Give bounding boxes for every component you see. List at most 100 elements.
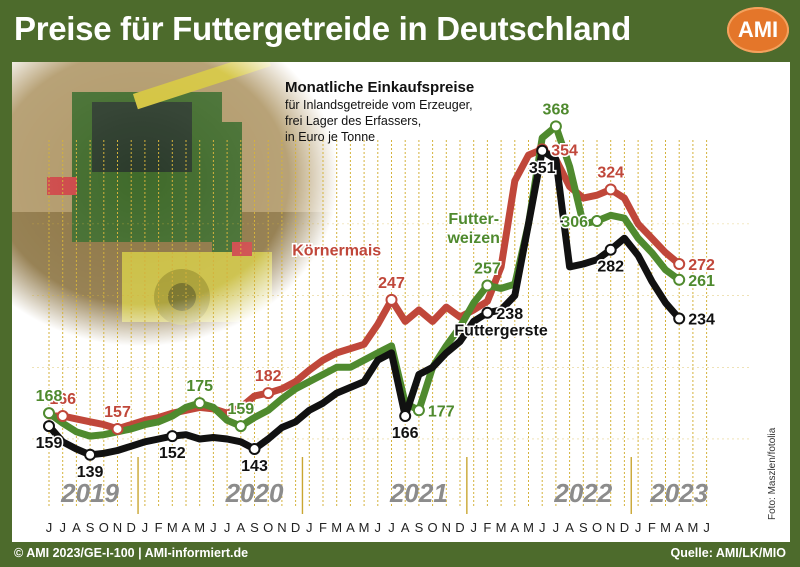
month-tick-24: J [375,520,382,535]
value-label-futterweizen-14: 159 [227,401,254,418]
marker-koernermais-5 [111,422,124,435]
line-futtergerste [45,147,683,459]
series-labels: Körnermais Futter-weizen Futtergerste [291,209,550,341]
value-label-futterweizen-0: 168 [36,388,63,405]
value-label-koernermais-1: 166 [49,391,76,408]
month-tick-35: M [523,520,534,535]
chart-subtitle-3: in Euro je Tonne [285,130,375,144]
series-label-futterweizen: Futter- [448,211,499,228]
marker-futterweizen-37 [549,120,562,133]
month-tick-4: O [99,520,109,535]
year-labels: 2019 2020 2021 2022 2023 [60,478,708,508]
year-label-2019: 2019 [60,478,119,508]
value-label-futterweizen-40: 306 [561,214,588,231]
series-label-koernermais: Körnermais [292,242,381,259]
chart-legend-text: Monatliche Einkaufspreise für Inlandsget… [285,79,474,144]
month-tick-1: J [59,520,65,535]
marker-futtergerste-15 [248,443,261,456]
month-tick-47: M [687,520,698,535]
year-label-2020: 2020 [225,478,284,508]
year-label-2022: 2022 [553,478,612,508]
series-label-futterweizen-line2: weizen [446,230,499,247]
value-label-futterweizen-11: 175 [186,378,213,395]
value-label-futtergerste-41: 282 [597,259,624,276]
page-title: Preise für Futtergetreide in Deutschland [14,10,631,47]
price-chart: 2019 2020 2021 2022 2023 166 157 182 247 354 324 2… [12,62,778,535]
marker-futtergerste-9 [166,430,179,443]
month-tick-5: N [113,520,122,535]
value-label-koernermais-41: 324 [597,164,624,181]
month-tick-46: A [675,520,684,535]
value-label-koernermais-46: 272 [688,257,715,274]
month-tick-26: A [401,520,410,535]
footer-copyright: © AMI 2023/GE-I-100 | AMI-informiert.de [14,546,249,560]
chart-subtitle-1: für Inlandsgetreide vom Erzeuger, [285,98,473,112]
month-tick-48: J [703,520,710,535]
value-label-koernermais-5: 157 [104,404,131,421]
year-separators [137,457,632,514]
marker-futtergerste-26 [399,410,412,423]
marker-futterweizen-40 [591,215,603,228]
month-tick-13: J [224,520,231,535]
ami-logo: AMI [727,7,789,53]
marker-futterweizen-14 [234,420,247,433]
month-tick-3: S [86,520,95,535]
value-label-futtergerste-0: 159 [36,435,63,452]
value-label-futterweizen-27: 177 [428,403,455,420]
marker-futterweizen-11 [193,397,206,410]
photo-credit: Foto: Maszlen/fotolia [767,427,778,520]
chart-title: Monatliche Einkaufspreise [285,79,474,96]
month-tick-31: J [470,520,477,535]
month-tick-8: F [155,520,163,535]
marker-koernermais-25 [385,293,398,306]
footer-source: Quelle: AMI/LK/MIO [670,546,786,560]
month-tick-45: M [660,520,671,535]
marker-futtergerste-32 [481,306,494,319]
marker-koernermais-41 [604,183,617,196]
value-label-futterweizen-37: 368 [543,101,570,118]
month-tick-34: A [510,520,519,535]
series-lines [45,122,683,459]
marker-koernermais-46 [673,258,686,271]
value-label-futtergerste-3: 139 [77,464,104,481]
value-labels: 166 157 182 247 354 324 272 168 175 159 177 257 368 3… [34,100,716,482]
year-label-2023: 2023 [649,478,708,508]
month-tick-19: J [306,520,313,535]
marker-futtergerste-3 [84,448,97,461]
month-tick-36: J [539,520,546,535]
month-tick-23: M [359,520,370,535]
month-tick-37: J [553,520,560,535]
month-tick-44: F [648,520,656,535]
value-label-futterweizen-46: 261 [688,273,715,290]
month-tick-11: M [194,520,205,535]
month-tick-33: M [496,520,507,535]
month-tick-2: A [72,520,81,535]
value-label-futtergerste-46: 234 [688,312,715,329]
series-label-futtergerste: Futtergerste [454,323,547,340]
marker-koernermais-1 [56,410,69,423]
month-tick-30: D [455,520,464,535]
month-tick-10: A [182,520,191,535]
month-tick-28: O [428,520,438,535]
month-tick-9: M [167,520,178,535]
marker-futtergerste-46 [673,312,686,325]
month-tick-40: O [592,520,602,535]
month-tick-42: D [620,520,629,535]
value-label-koernermais-36: 354 [551,142,578,159]
marker-futtergerste-36 [536,144,549,157]
marker-futterweizen-46 [673,273,686,286]
month-tick-41: N [606,520,615,535]
month-tick-12: J [210,520,217,535]
value-label-futtergerste-9: 152 [159,445,186,462]
month-tick-32: F [483,520,491,535]
month-tick-18: D [291,520,300,535]
month-tick-22: A [346,520,355,535]
value-label-futtergerste-26: 166 [392,425,419,442]
marker-futterweizen-0 [43,407,55,420]
value-label-futtergerste-15: 143 [241,458,268,475]
value-label-futterweizen-32: 257 [474,261,501,278]
month-tick-7: J [142,520,149,535]
month-tick-17: N [277,520,286,535]
